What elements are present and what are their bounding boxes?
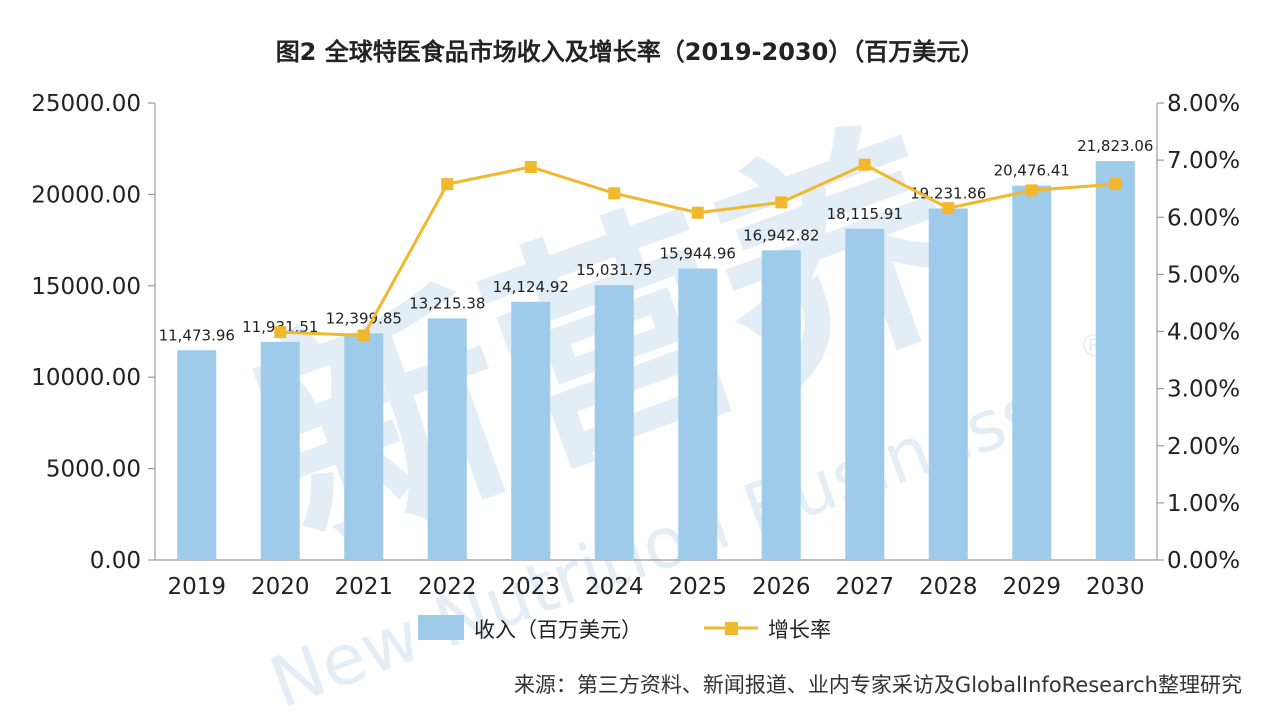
- x-tick-label-2030: 2030: [1086, 574, 1145, 600]
- growth-point-2020: [274, 326, 287, 339]
- x-tick-label-2024: 2024: [585, 574, 644, 600]
- growth-point-2027: [858, 158, 871, 171]
- bar-2023: [511, 301, 551, 560]
- line-series: [274, 158, 1122, 342]
- bar-label-2029: 20,476.41: [994, 162, 1070, 180]
- bar-2022: [427, 318, 467, 560]
- x-tick-label-2028: 2028: [919, 574, 978, 600]
- right-tick-label: 0.00%: [1167, 548, 1240, 574]
- growth-point-2025: [691, 206, 704, 219]
- right-tick-label: 3.00%: [1167, 377, 1240, 403]
- left-tick-label: 15000.00: [31, 274, 141, 300]
- axes: 0.00 5000.00 10000.00 15000.00 20000.00 25000…: [31, 91, 1240, 574]
- x-tick-label-2027: 2027: [835, 574, 894, 600]
- bar-label-2026: 16,942.82: [743, 226, 819, 244]
- x-tick-label-2023: 2023: [501, 574, 560, 600]
- right-tick-label: 6.00%: [1167, 205, 1240, 231]
- bar-label-2021: 12,399.85: [326, 309, 402, 327]
- growth-point-2023: [524, 160, 537, 173]
- bar-label-2019: 11,473.96: [159, 326, 235, 344]
- bar-2028: [928, 208, 968, 561]
- bar-label-2025: 15,944.96: [660, 245, 736, 263]
- growth-point-2021: [357, 329, 370, 342]
- right-tick-label: 1.00%: [1167, 491, 1240, 517]
- bar-label-2022: 13,215.38: [409, 294, 485, 312]
- growth-point-2022: [441, 178, 454, 191]
- bar-labels: 11,473.9611,931.5112,399.8513,215.3814,1…: [159, 137, 1154, 344]
- bar-2030: [1095, 161, 1135, 560]
- growth-point-2024: [608, 187, 621, 200]
- right-tick-label: 8.00%: [1167, 91, 1240, 117]
- right-tick-label: 4.00%: [1167, 320, 1240, 346]
- legend: 收入（百万美元） 增长率: [418, 615, 831, 642]
- x-axis-labels: 2019 2020 2021 2022 2023 2024 2025 2026 2027 2028…: [167, 574, 1144, 600]
- right-tick-label: 7.00%: [1167, 148, 1240, 174]
- bar-2019: [177, 350, 217, 560]
- x-tick-label-2026: 2026: [752, 574, 811, 600]
- x-tick-label-2025: 2025: [668, 574, 727, 600]
- legend-line-label: 增长率: [768, 618, 831, 642]
- bar-label-2024: 15,031.75: [576, 261, 652, 279]
- left-tick-label: 20000.00: [31, 182, 141, 208]
- growth-point-2029: [1025, 184, 1038, 197]
- chart-title: 图2 全球特医食品市场收入及增长率（2019-2030）（百万美元）: [276, 38, 985, 66]
- left-tick-label: 10000.00: [31, 365, 141, 391]
- growth-point-2028: [942, 202, 955, 215]
- bar-2025: [678, 268, 718, 560]
- growth-point-2030: [1109, 178, 1122, 191]
- bar-2021: [344, 333, 384, 560]
- growth-point-2026: [775, 196, 788, 209]
- left-tick-label: 25000.00: [31, 91, 141, 117]
- x-tick-label-2019: 2019: [167, 574, 226, 600]
- legend-line-marker: [725, 622, 738, 635]
- bar-label-2030: 21,823.06: [1077, 137, 1153, 155]
- left-tick-label: 0.00: [90, 548, 141, 574]
- bar-label-2023: 14,124.92: [493, 278, 569, 296]
- legend-bar-label: 收入（百万美元）: [474, 618, 642, 642]
- right-tick-label: 2.00%: [1167, 434, 1240, 460]
- x-tick-label-2029: 2029: [1002, 574, 1061, 600]
- bar-series: [177, 161, 1135, 561]
- right-tick-label: 5.00%: [1167, 262, 1240, 288]
- bar-2024: [594, 285, 634, 560]
- source-note: 来源：第三方资料、新闻报道、业内专家采访及GlobalInfoResearch整…: [514, 673, 1242, 697]
- x-tick-label-2021: 2021: [334, 574, 393, 600]
- x-tick-label-2022: 2022: [418, 574, 477, 600]
- legend-bar-swatch: [418, 615, 464, 640]
- left-tick-label: 5000.00: [46, 457, 141, 483]
- bar-2020: [260, 341, 300, 560]
- bar-label-2027: 18,115.91: [827, 205, 903, 223]
- bar-2029: [1012, 185, 1052, 560]
- bar-2027: [845, 228, 885, 560]
- bar-2026: [761, 250, 801, 560]
- x-tick-label-2020: 2020: [251, 574, 310, 600]
